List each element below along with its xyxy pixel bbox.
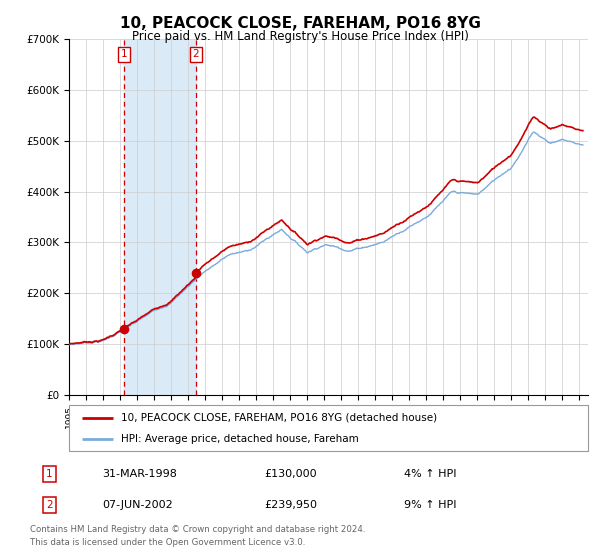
Text: Price paid vs. HM Land Registry's House Price Index (HPI): Price paid vs. HM Land Registry's House … [131,30,469,43]
Text: 07-JUN-2002: 07-JUN-2002 [103,500,173,510]
FancyBboxPatch shape [69,405,588,451]
Text: Contains HM Land Registry data © Crown copyright and database right 2024.
This d: Contains HM Land Registry data © Crown c… [30,525,365,547]
Text: £239,950: £239,950 [265,500,317,510]
Bar [124,39,196,395]
Text: 1: 1 [121,49,128,59]
Text: 10, PEACOCK CLOSE, FAREHAM, PO16 8YG: 10, PEACOCK CLOSE, FAREHAM, PO16 8YG [119,16,481,31]
Point [191,268,200,277]
Text: 2: 2 [192,49,199,59]
Text: £130,000: £130,000 [265,469,317,479]
Text: 4% ↑ HPI: 4% ↑ HPI [404,469,457,479]
Text: 10, PEACOCK CLOSE, FAREHAM, PO16 8YG (detached house): 10, PEACOCK CLOSE, FAREHAM, PO16 8YG (de… [121,413,437,423]
Text: 9% ↑ HPI: 9% ↑ HPI [404,500,457,510]
Text: 31-MAR-1998: 31-MAR-1998 [103,469,178,479]
Text: HPI: Average price, detached house, Fareham: HPI: Average price, detached house, Fare… [121,435,359,444]
Text: 1: 1 [46,469,53,479]
Text: 2: 2 [46,500,53,510]
Point [119,324,129,333]
